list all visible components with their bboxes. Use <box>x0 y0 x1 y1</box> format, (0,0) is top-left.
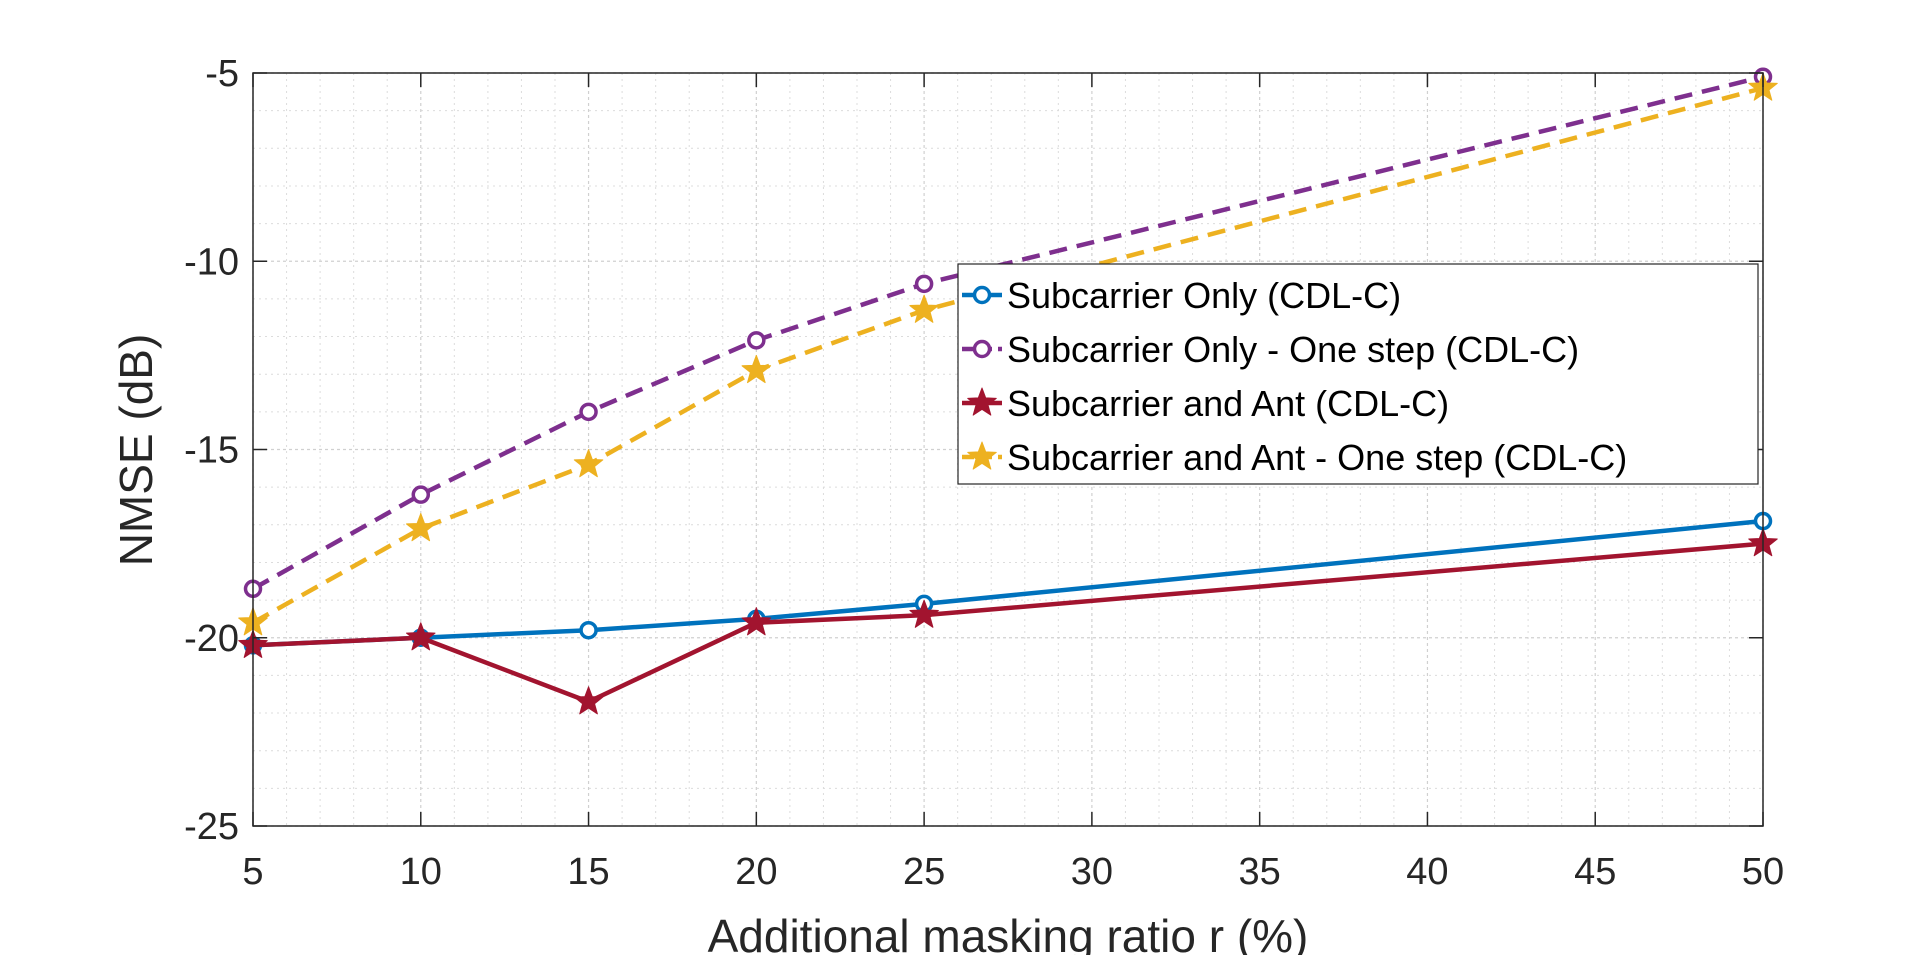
x-tick-label: 10 <box>400 851 442 893</box>
series-point-2 <box>909 599 939 628</box>
x-tick-label: 20 <box>735 851 777 893</box>
series-point-3 <box>741 354 772 384</box>
legend-entries: Subcarrier Only (CDL-C) Subcarrier Only -… <box>962 275 1627 478</box>
legend-entry-1: Subcarrier Only - One step (CDL-C) <box>962 329 1579 370</box>
series-point-1 <box>411 485 431 504</box>
series-layer <box>238 67 1778 715</box>
x-tick-label: 40 <box>1406 851 1448 893</box>
series-point-3 <box>573 449 604 478</box>
x-tick-label: 25 <box>903 851 945 893</box>
series-line-2 <box>252 541 1764 704</box>
legend-box <box>957 263 1759 485</box>
legend-entry-2: Subcarrier and Ant (CDL-C) <box>962 383 1449 424</box>
x-tick-label: 15 <box>567 851 609 893</box>
x-tick-label: 5 <box>242 851 263 893</box>
y-tick-label: -20 <box>184 618 239 660</box>
series-point-1 <box>914 274 934 294</box>
y-tick-label: -5 <box>205 53 239 95</box>
x-tick-label: 35 <box>1239 851 1281 893</box>
x-tick-label: 30 <box>1071 851 1113 893</box>
x-tick-label: 45 <box>1574 851 1616 893</box>
legend-label: Subcarrier and Ant - One step (CDL-C) <box>1007 437 1627 478</box>
series-point-1 <box>747 331 766 350</box>
series-point-3 <box>909 294 939 323</box>
x-axis-label: Additional masking ratio r (%) <box>708 910 1309 955</box>
legend-entry-0: Subcarrier Only (CDL-C) <box>962 275 1401 316</box>
legend-swatch-marker <box>972 285 992 305</box>
y-axis-label: NMSE (dB) <box>110 334 162 567</box>
x-tick-label: 50 <box>1742 851 1784 893</box>
y-tick-label: -15 <box>184 430 239 472</box>
axis-tick-labels: 5 10 15 20 25 30 35 40 45 50 -25 -20 -15 -10 -5 <box>184 53 1784 893</box>
series-point-2 <box>741 607 772 636</box>
series-point-3 <box>406 513 436 542</box>
legend-label: Subcarrier Only (CDL-C) <box>1007 275 1401 316</box>
legend-swatch-marker <box>972 339 992 359</box>
series-point-2 <box>406 622 436 651</box>
series-line-1 <box>251 74 1764 591</box>
series-point-1 <box>579 402 598 422</box>
legend: Subcarrier Only (CDL-C) Subcarrier Only -… <box>957 263 1759 485</box>
legend-entry-3: Subcarrier and Ant - One step (CDL-C) <box>962 437 1627 478</box>
legend-swatch-marker <box>967 387 997 416</box>
legend-label: Subcarrier and Ant (CDL-C) <box>1007 383 1449 424</box>
y-tick-label: -10 <box>184 241 239 283</box>
series-point-0 <box>579 620 598 640</box>
legend-swatch-marker <box>967 441 997 470</box>
legend-label: Subcarrier Only - One step (CDL-C) <box>1007 329 1579 370</box>
series-point-2 <box>573 686 604 715</box>
y-tick-label: -25 <box>184 806 239 848</box>
